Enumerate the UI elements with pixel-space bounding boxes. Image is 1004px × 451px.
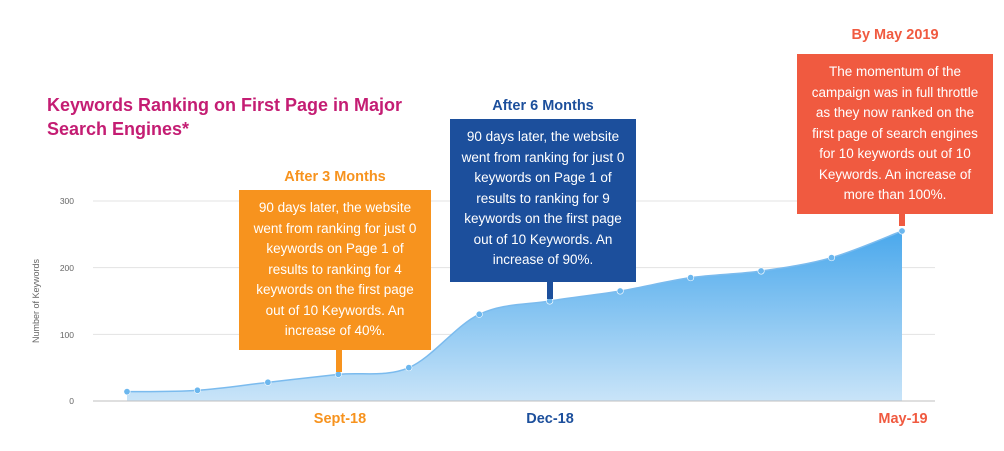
- y-tick-label: 200: [59, 263, 74, 273]
- chart-title: Keywords Ranking on First Page in Major …: [47, 95, 403, 139]
- data-point: [757, 267, 765, 275]
- area-fill: [127, 231, 902, 401]
- x-label-dec-18: Dec-18: [526, 411, 574, 427]
- callout-box-6-months: 90 days later, the website went from ran…: [450, 119, 636, 282]
- callout-heading-6-months: After 6 Months: [492, 98, 594, 114]
- series-line: [126, 230, 903, 393]
- callout-pointers: [336, 213, 905, 372]
- callout-pointer: [899, 213, 905, 226]
- data-point: [264, 378, 272, 386]
- callout-box-3-months: 90 days later, the website went from ran…: [239, 190, 431, 350]
- callout-box-may-2019: The momentum of the campaign was in full…: [797, 54, 993, 214]
- callout-pointer: [547, 281, 553, 299]
- data-point: [405, 364, 413, 372]
- y-tick-label: 100: [59, 330, 74, 340]
- callout-heading-3-months: After 3 Months: [284, 169, 386, 185]
- data-point: [193, 386, 201, 394]
- y-tick-label: 300: [59, 196, 74, 206]
- data-point: [616, 287, 624, 295]
- callout-heading-may-2019: By May 2019: [851, 27, 939, 43]
- data-point: [898, 227, 906, 235]
- y-tick-label: 0: [69, 396, 74, 406]
- x-label-sept-18: Sept-18: [313, 411, 367, 427]
- data-points: [123, 227, 906, 396]
- data-point: [687, 274, 695, 282]
- data-point: [334, 370, 342, 378]
- x-label-may-19: May-19: [878, 411, 928, 427]
- data-point: [123, 388, 131, 396]
- data-point: [475, 310, 483, 318]
- callout-pointer: [336, 349, 342, 372]
- y-axis-label: Number of Keywords: [31, 258, 41, 344]
- data-point: [828, 254, 836, 262]
